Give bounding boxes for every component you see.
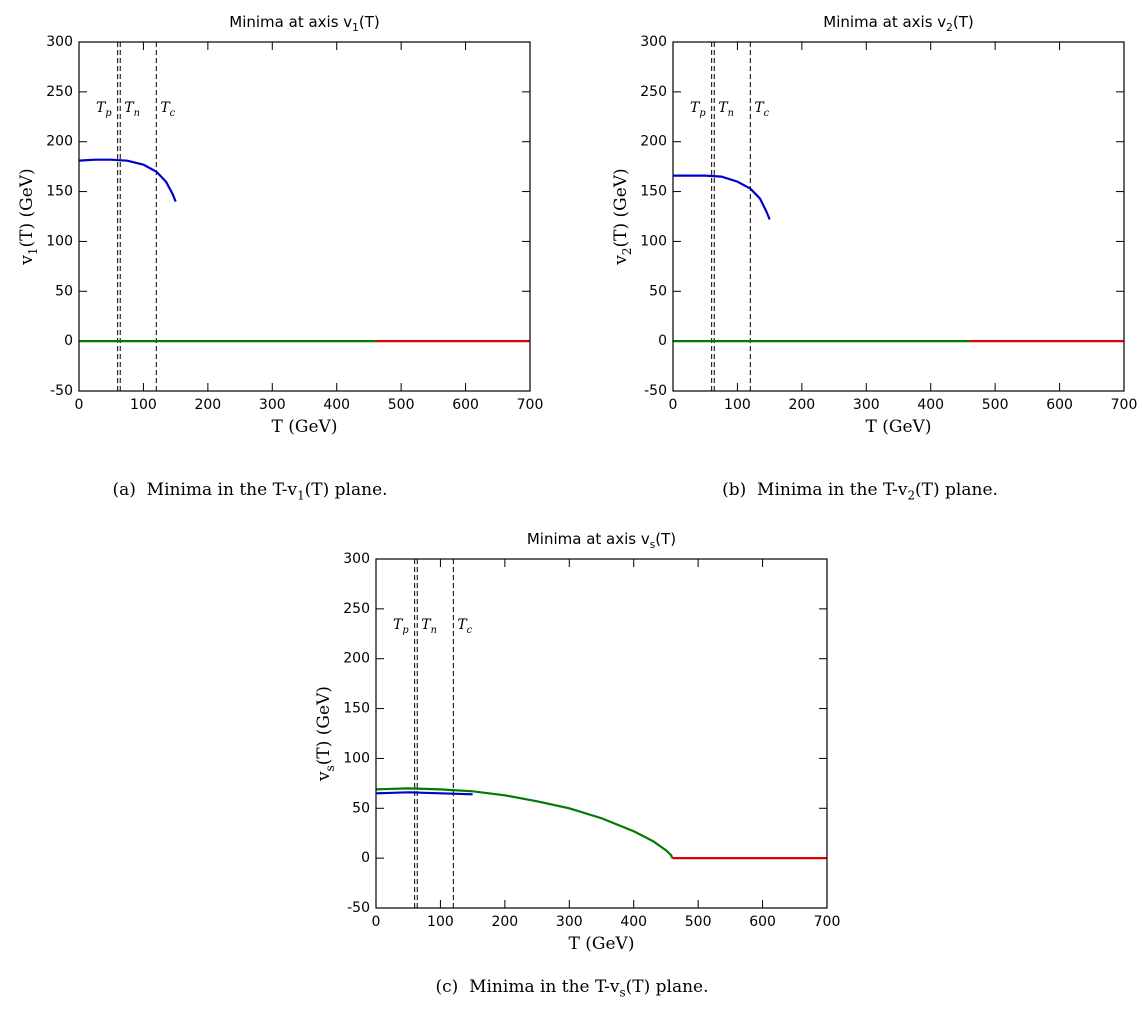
y-tick-label: 200 (46, 134, 73, 150)
x-tick-label: 500 (982, 397, 1009, 413)
y-axis-label: v2(T) (GeV) (611, 168, 635, 265)
x-tick-label: 0 (669, 397, 678, 413)
x-tick-label: 300 (259, 397, 286, 413)
x-tick-label: 300 (556, 914, 583, 930)
y-tick-label: 0 (658, 333, 667, 349)
x-axis-label: T (GeV) (569, 934, 635, 954)
y-tick-label: 0 (361, 850, 370, 866)
x-axis-label: T (GeV) (866, 417, 932, 437)
y-tick-label: 100 (343, 750, 370, 766)
data-line (78, 158, 177, 202)
x-tick-label: 400 (620, 914, 647, 930)
y-tick-label: 50 (352, 800, 370, 816)
x-tick-label: 0 (372, 914, 381, 930)
y-tick-label: 0 (64, 333, 73, 349)
chart-title: Minima at axis vs(T) (527, 530, 676, 552)
caption: (c) Minima in the T-vs(T) plane. (435, 977, 709, 1000)
y-tick-label: 250 (343, 601, 370, 617)
y-tick-label: 150 (640, 184, 667, 200)
x-tick-label: 100 (427, 914, 454, 930)
x-tick-label: 500 (388, 397, 415, 413)
x-tick-label: 100 (724, 397, 751, 413)
caption: (a) Minima in the T-v1(T) plane. (112, 480, 388, 503)
x-tick-label: 200 (491, 914, 518, 930)
x-tick-label: 600 (1046, 397, 1073, 413)
threshold-label: Tc (457, 617, 472, 636)
threshold-label: Tn (124, 100, 140, 119)
y-tick-label: 300 (46, 34, 73, 50)
x-tick-label: 200 (194, 397, 221, 413)
x-tick-label: 300 (853, 397, 880, 413)
y-tick-label: 250 (640, 84, 667, 100)
x-tick-label: 100 (130, 397, 157, 413)
y-tick-label: 50 (55, 283, 73, 299)
plot-frame (375, 558, 828, 909)
threshold-label: Tp (96, 100, 112, 119)
plot-frame (672, 41, 1125, 392)
x-tick-label: 0 (75, 397, 84, 413)
x-tick-label: 200 (788, 397, 815, 413)
x-tick-label: 700 (814, 914, 841, 930)
x-tick-label: 700 (517, 397, 544, 413)
data-line (673, 174, 771, 220)
y-tick-label: 100 (640, 233, 667, 249)
y-tick-label: 250 (46, 84, 73, 100)
x-tick-label: 600 (749, 914, 776, 930)
y-tick-label: 200 (640, 134, 667, 150)
threshold-label: Tc (160, 100, 175, 119)
data-line (375, 791, 473, 796)
x-tick-label: 600 (452, 397, 479, 413)
x-axis-label: T (GeV) (272, 417, 338, 437)
y-tick-label: 150 (343, 701, 370, 717)
threshold-label: Tn (718, 100, 734, 119)
threshold-label: Tn (421, 617, 437, 636)
threshold-label: Tp (393, 617, 409, 636)
y-tick-label: -50 (347, 900, 370, 916)
y-axis-label: v1(T) (GeV) (17, 168, 41, 265)
chart-title: Minima at axis v1(T) (229, 13, 379, 35)
y-tick-label: 200 (343, 651, 370, 667)
y-tick-label: 50 (649, 283, 667, 299)
y-tick-label: 300 (343, 551, 370, 567)
threshold-label: Tp (690, 100, 706, 119)
y-tick-label: -50 (50, 383, 73, 399)
caption: (b) Minima in the T-v2(T) plane. (722, 480, 998, 503)
y-tick-label: 100 (46, 233, 73, 249)
x-tick-label: 700 (1111, 397, 1138, 413)
y-axis-label: vs(T) (GeV) (314, 686, 338, 782)
plot-frame (78, 41, 531, 392)
y-tick-label: -50 (644, 383, 667, 399)
threshold-label: Tc (754, 100, 769, 119)
y-tick-label: 150 (46, 184, 73, 200)
y-tick-label: 300 (640, 34, 667, 50)
x-tick-label: 400 (917, 397, 944, 413)
data-line (375, 787, 674, 859)
chart-title: Minima at axis v2(T) (823, 13, 973, 35)
x-tick-label: 500 (685, 914, 712, 930)
x-tick-label: 400 (323, 397, 350, 413)
